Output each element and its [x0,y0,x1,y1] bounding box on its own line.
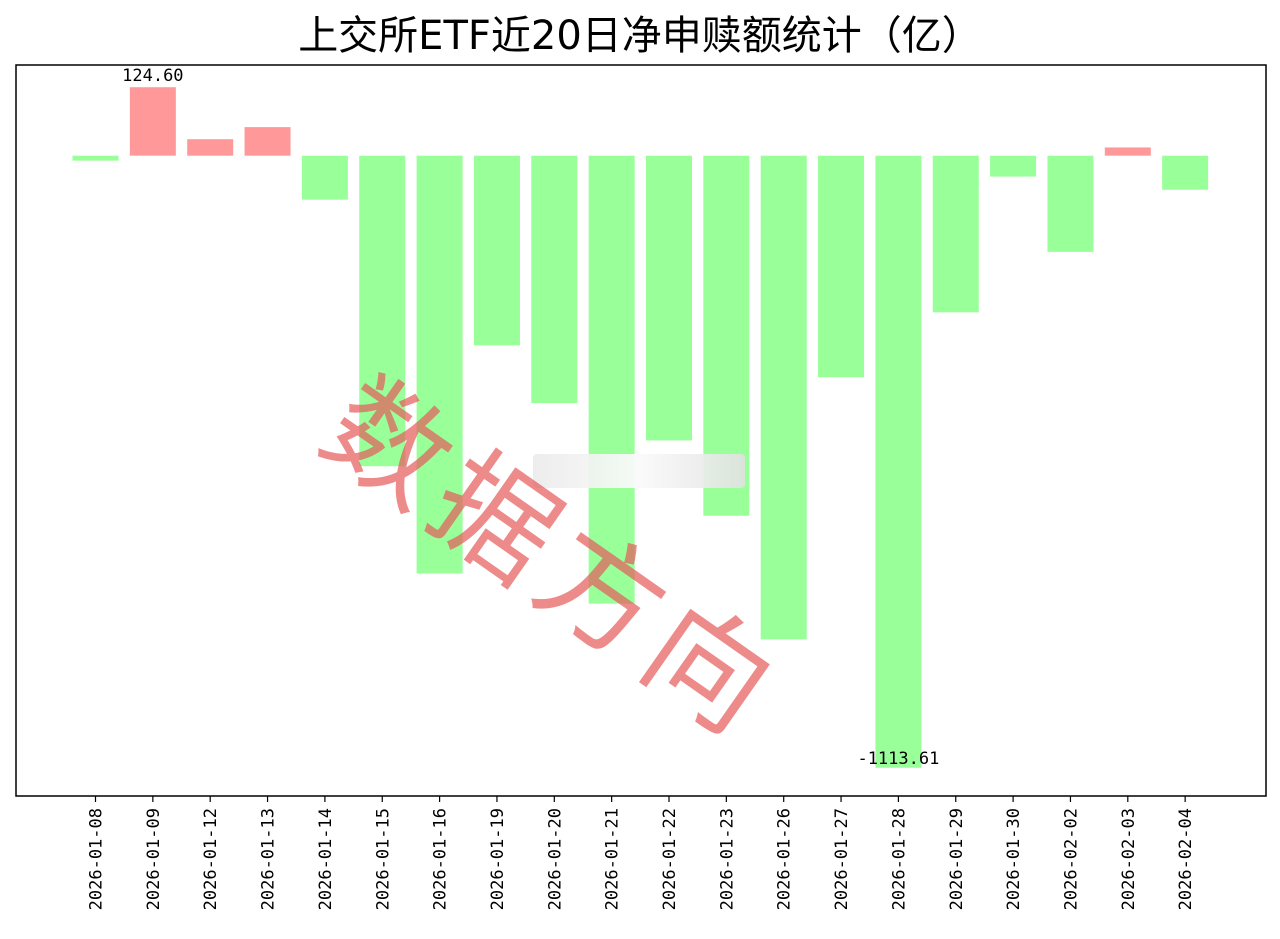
bar-2026-02-03 [1104,147,1151,156]
chart-title: 上交所ETF近20日净申赎额统计（亿） [298,13,982,59]
bar-2026-01-20 [531,155,578,404]
x-tick-label: 2026-01-09 [144,808,164,910]
bar-2026-01-16 [416,155,463,574]
bar-2026-01-09 [129,87,176,156]
x-tick-label: 2026-01-12 [201,808,221,910]
x-tick-label: 2026-02-04 [1176,808,1196,910]
bar-2026-01-12 [187,139,234,156]
x-axis-ticks: 2026-01-08 2026-01-09 2026-01-12 2026-01-13… [87,796,1196,910]
x-tick-label: 2026-01-26 [775,808,795,910]
bar-2026-01-14 [301,155,348,200]
bar-2026-01-27 [818,155,865,378]
bar-2026-01-28 [875,155,922,768]
data-label-1: 124.60 [122,66,183,86]
x-tick-label: 2026-01-16 [431,808,451,910]
x-tick-label: 2026-01-15 [373,808,393,910]
bar-2026-01-26 [760,155,807,640]
bar-2026-01-08 [72,155,119,161]
x-tick-label: 2026-02-02 [1061,808,1081,910]
bar-2026-01-22 [646,155,692,441]
bar-2026-01-29 [932,155,979,313]
bar-2026-02-04 [1162,155,1209,190]
bar-2026-02-02 [1047,155,1094,252]
x-tick-label: 2026-01-21 [603,808,623,910]
bar-2026-01-13 [244,127,291,156]
x-tick-label: 2026-01-22 [660,808,680,910]
x-tick-label: 2026-01-29 [947,808,967,910]
plot-frame [15,64,1267,797]
bar-2026-01-19 [473,155,520,346]
watermark-blur [533,454,745,488]
x-tick-label: 2026-01-28 [889,808,909,910]
data-labels: 124.60 -1113.61 [122,66,939,769]
bar-2026-01-15 [359,155,406,467]
x-tick-label: 2026-01-14 [316,808,336,910]
x-tick-label: 2026-01-19 [488,808,508,910]
x-tick-label: 2026-01-08 [87,808,107,910]
x-tick-label: 2026-02-03 [1119,808,1139,910]
data-label-14: -1113.61 [857,749,939,769]
x-tick-label: 2026-01-13 [259,808,279,910]
bar-2026-01-21 [588,155,635,604]
x-tick-label: 2026-01-30 [1004,808,1024,910]
bars-group [72,87,1209,768]
bar-2026-01-30 [990,155,1037,177]
x-tick-label: 2026-01-20 [545,808,565,910]
x-tick-label: 2026-01-23 [717,808,737,910]
x-tick-label: 2026-01-27 [832,808,852,910]
